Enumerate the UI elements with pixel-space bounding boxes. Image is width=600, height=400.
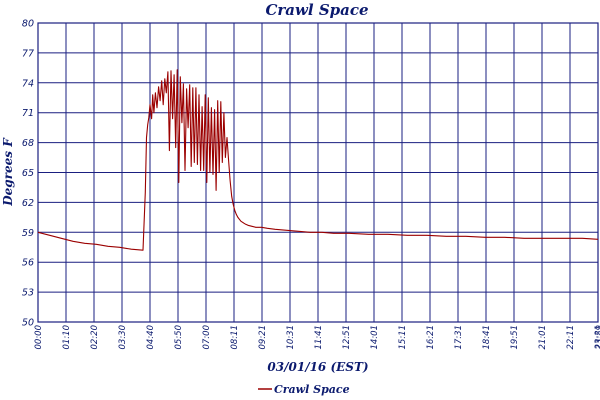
x-tick-label: 07:00 xyxy=(202,325,212,350)
x-axis-label: 03/01/16 (EST) xyxy=(267,360,368,374)
plot-border xyxy=(37,22,599,323)
x-tick-label: 22:11 xyxy=(566,325,576,350)
y-tick-label: 74 xyxy=(22,78,34,89)
y-tick-label: 80 xyxy=(22,19,34,30)
chart-title: Crawl Space xyxy=(265,1,368,19)
y-tick-label: 77 xyxy=(22,48,34,59)
y-tick-label: 65 xyxy=(22,168,34,179)
x-tick-label: 19:51 xyxy=(510,325,520,350)
y-tick-labels: 50 53 56 59 62 65 68 71 74 77 80 xyxy=(22,19,34,329)
x-tick-label: 02:20 xyxy=(90,325,100,350)
y-tick-label: 56 xyxy=(22,258,34,269)
x-tick-label: 21:01 xyxy=(538,325,548,350)
legend: Crawl Space xyxy=(258,383,350,396)
x-tick-label: 12:51 xyxy=(342,325,352,350)
x-tick-label: 01:10 xyxy=(62,325,72,350)
chart-grid xyxy=(37,22,599,323)
y-tick-label: 59 xyxy=(22,228,34,239)
y-axis-label: Degrees F xyxy=(1,137,15,207)
x-tick-label: 15:11 xyxy=(398,325,408,350)
x-tick-label: 09:21 xyxy=(258,325,268,350)
y-tick-label: 68 xyxy=(22,138,34,149)
series-line-crawl-space xyxy=(37,69,599,251)
x-tick-label: 18:41 xyxy=(482,325,492,350)
x-tick-labels: 00:00 01:10 02:20 03:30 04:40 05:50 07:00 08:11… xyxy=(34,325,600,350)
x-tick-label: 14:01 xyxy=(370,325,380,350)
x-tick-label: 11:41 xyxy=(314,325,324,350)
y-tick-label: 62 xyxy=(22,198,34,209)
x-tick-label: 23:21 xyxy=(594,325,600,350)
x-tick-label: 03:30 xyxy=(118,325,128,350)
legend-label: Crawl Space xyxy=(274,383,350,396)
x-tick-label: 23:59 xyxy=(595,325,600,350)
x-tick-label: 00:00 xyxy=(34,325,44,350)
y-tick-label: 50 xyxy=(22,318,34,329)
x-tick-label: 08:11 xyxy=(230,325,240,350)
x-tick-label: 17:31 xyxy=(454,325,464,350)
y-tick-label: 71 xyxy=(22,108,34,119)
y-tick-label: 53 xyxy=(22,288,34,299)
x-tick-label: 05:50 xyxy=(174,325,184,350)
x-tick-label: 04:40 xyxy=(146,325,156,350)
series-layer xyxy=(37,69,599,251)
x-tick-label: 16:21 xyxy=(426,325,436,350)
x-tick-label: 10:31 xyxy=(286,325,296,350)
